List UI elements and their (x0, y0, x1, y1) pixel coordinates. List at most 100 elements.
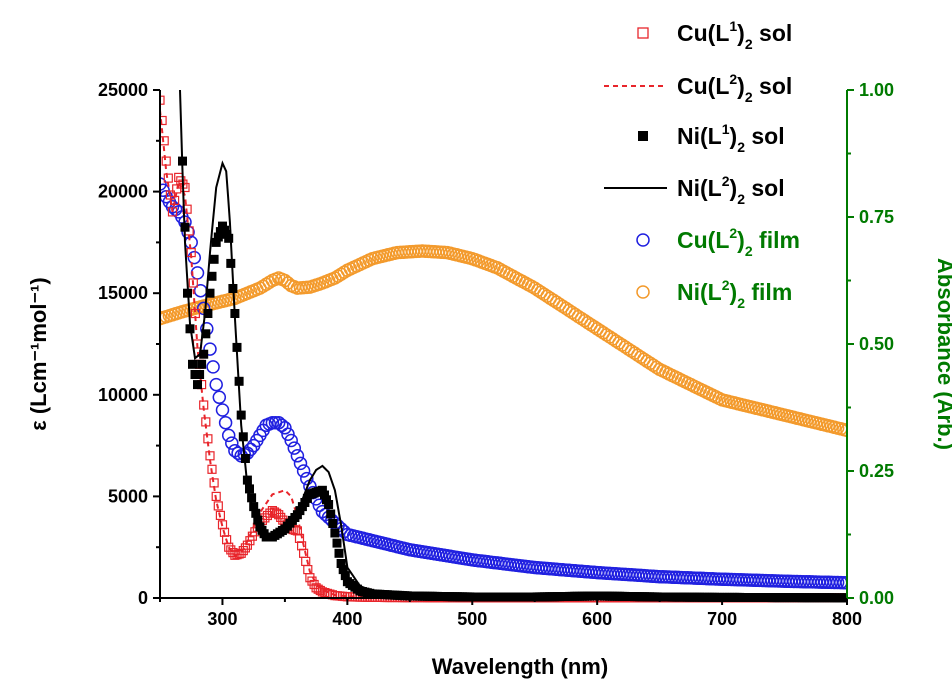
data-point (218, 415, 233, 430)
y-left-tick-label: 25000 (98, 80, 148, 100)
data-point (211, 237, 221, 247)
data-point (209, 377, 223, 392)
series-ni-l1-2-sol (178, 156, 847, 603)
data-point (167, 207, 178, 217)
y-left-tick-label: 15000 (98, 283, 148, 303)
data-point (206, 360, 220, 374)
y-left-tick-label: 5000 (108, 486, 148, 506)
legend-item: Ni(L1)2 sol (638, 121, 785, 155)
data-point (265, 508, 275, 518)
y-axis-left-label: ε (Lcm⁻¹mol⁻¹) (26, 277, 51, 430)
data-point (296, 464, 311, 478)
data-point (840, 423, 847, 438)
legend-item: Cu(L1)2 sol (637, 18, 792, 52)
series-ni-l2-2-film (160, 244, 847, 438)
data-point (195, 370, 205, 379)
data-point (275, 418, 289, 433)
x-tick-label: 700 (707, 609, 737, 629)
data-point (213, 501, 223, 511)
legend-symbol (637, 27, 649, 39)
data-point (184, 235, 198, 250)
data-point (187, 250, 202, 265)
data-point (330, 528, 340, 538)
data-point (328, 519, 338, 528)
legend-symbol (636, 233, 650, 247)
data-point (215, 510, 225, 520)
data-point (160, 95, 165, 105)
x-tick-label: 300 (207, 609, 237, 629)
y-right-tick-label: 0.00 (859, 588, 894, 608)
data-point (201, 329, 211, 339)
data-point (300, 471, 314, 486)
data-point (247, 493, 257, 503)
data-point (322, 495, 331, 505)
legend-item: Ni(L2)2 film (636, 277, 792, 311)
x-tick-label: 600 (582, 609, 612, 629)
data-point (249, 502, 259, 512)
data-point (207, 271, 217, 281)
y-axis-right-label: Absorbance (Arb.) (933, 258, 952, 450)
data-point (225, 436, 239, 450)
data-point (278, 421, 292, 435)
legend-symbol (636, 285, 650, 299)
data-point (281, 427, 295, 441)
data-point (207, 464, 217, 474)
data-point (245, 484, 254, 494)
data-point (251, 508, 261, 518)
data-point (287, 441, 302, 455)
data-point (317, 485, 327, 495)
x-tick-label: 400 (332, 609, 362, 629)
data-point (160, 311, 167, 326)
axes: 300 400 500 600 700 800 0 5000 10000 15000 20000 25… (98, 80, 894, 629)
data-point (290, 449, 305, 463)
data-point (265, 415, 280, 430)
data-point (215, 403, 230, 417)
data-point (332, 538, 342, 548)
legend-item: Ni(L2)2 sol (604, 173, 785, 207)
data-point (320, 490, 329, 500)
y-left-tick-label: 20000 (98, 182, 148, 202)
legend-item: Cu(L2)2 film (636, 225, 800, 259)
y-left-tick-label: 10000 (98, 385, 148, 405)
legend-label: Cu(L2)2 film (677, 225, 800, 259)
data-point (160, 183, 170, 198)
x-tick-label: 500 (457, 609, 487, 629)
data-point (209, 254, 219, 264)
y-right-tick-label: 0.25 (859, 461, 894, 481)
y-right-tick-label: 0.75 (859, 207, 894, 227)
data-point (284, 433, 298, 448)
legend-item: Cu(L2)2 sol (604, 71, 792, 105)
data-point (197, 359, 207, 369)
data-point (253, 515, 263, 525)
legend-label: Cu(L2)2 sol (677, 71, 792, 105)
data-point (294, 533, 305, 544)
data-point (160, 115, 167, 126)
data-point (180, 182, 190, 193)
y-left-tick-label: 0 (138, 588, 148, 608)
data-point (188, 359, 197, 369)
data-point (161, 156, 171, 166)
x-axis-label: Wavelength (nm) (432, 654, 608, 679)
data-point (203, 309, 213, 318)
data-point (338, 565, 348, 575)
data-point (205, 288, 215, 298)
data-point (199, 349, 209, 359)
data-point (160, 177, 167, 191)
y-right-tick-label: 1.00 (859, 80, 894, 100)
y-right-tick-label: 0.50 (859, 334, 894, 354)
legend-label: Ni(L2)2 sol (677, 173, 785, 207)
data-point (293, 456, 308, 471)
data-point (334, 548, 344, 558)
data-point (213, 232, 223, 242)
data-point (190, 370, 200, 379)
data-point (209, 478, 219, 488)
data-point (226, 258, 236, 268)
data-point (324, 500, 334, 509)
data-point (193, 380, 202, 390)
data-point (840, 576, 847, 590)
legend-label: Cu(L1)2 sol (677, 18, 792, 52)
data-point (160, 136, 169, 146)
data-point (188, 278, 198, 288)
legend-label: Ni(L1)2 sol (677, 121, 785, 155)
